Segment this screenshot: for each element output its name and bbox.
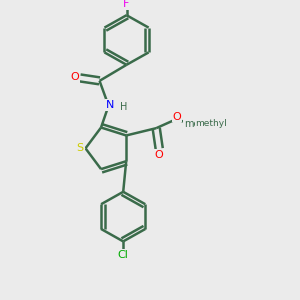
Text: S: S [76,143,84,153]
Text: O: O [173,112,182,122]
Text: F: F [123,0,130,9]
Text: methyl: methyl [195,119,227,128]
Text: Cl: Cl [118,250,129,260]
Text: O: O [155,150,164,160]
Text: H: H [121,101,128,112]
Text: O: O [70,72,79,82]
Text: methyl: methyl [197,122,202,123]
Text: methyl: methyl [184,119,218,129]
Text: methyl: methyl [199,123,204,124]
Text: N: N [106,100,114,110]
